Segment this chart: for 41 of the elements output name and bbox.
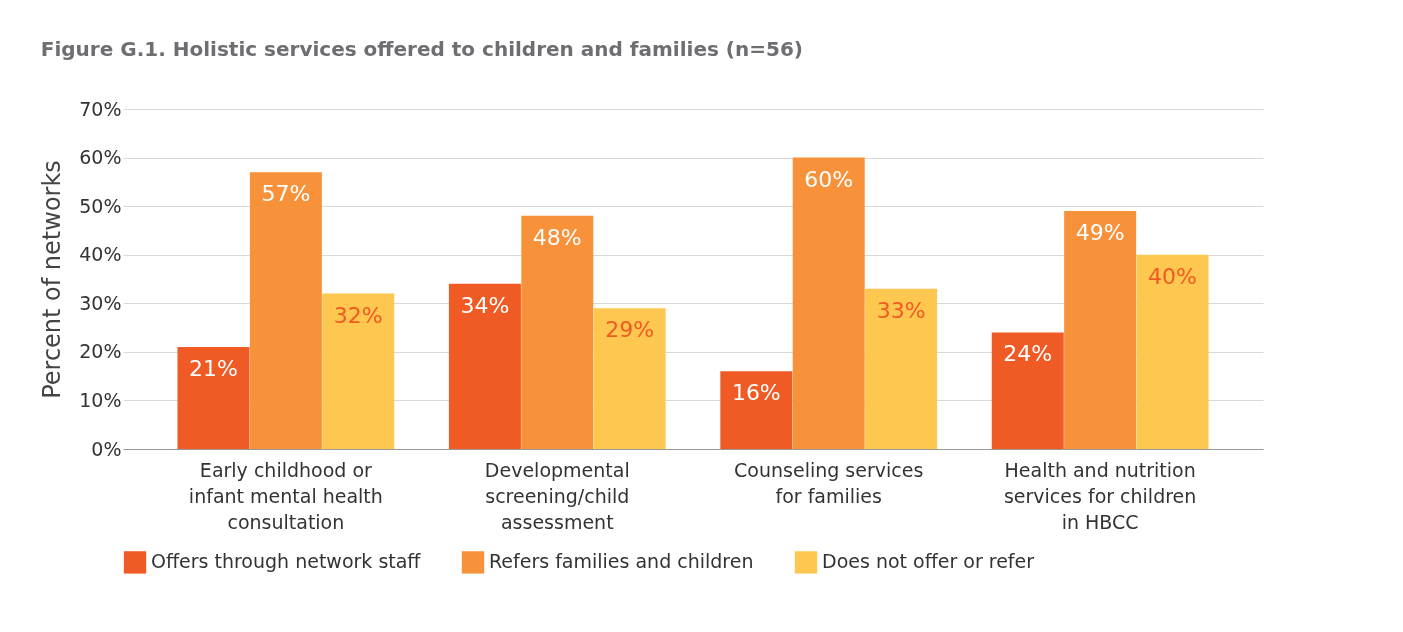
x-tick-label: Developmental screening/child assessment <box>484 458 630 533</box>
data-label: 40% <box>1148 263 1197 289</box>
data-label: 49% <box>1075 220 1125 245</box>
chart-title: Figure G.1. Holistic services offered to children and families (n=56) <box>40 37 803 61</box>
data-label: 48% <box>532 224 582 250</box>
bar <box>865 288 938 449</box>
bar <box>521 215 594 449</box>
bar <box>322 293 395 449</box>
y-tick-label: 20% <box>79 340 122 363</box>
y-tick-label: 30% <box>79 291 122 314</box>
y-axis-title: Percent of networks <box>38 160 67 399</box>
bar <box>991 332 1064 449</box>
data-label: 57% <box>261 181 311 207</box>
bar <box>792 157 865 449</box>
data-label: 29% <box>605 317 655 343</box>
data-label: 21% <box>189 356 238 381</box>
bar <box>720 371 793 449</box>
y-tick-label: 10% <box>79 388 122 411</box>
bar <box>593 308 666 449</box>
x-tick-label: Counseling services for families <box>734 458 924 507</box>
x-tick-label: Health and nutrition services for children in HBCC <box>1003 458 1197 533</box>
legend-label: Does not offer or refer <box>822 550 1035 573</box>
data-label: 33% <box>876 297 926 323</box>
bar <box>448 283 521 449</box>
y-tick-label: 40% <box>79 243 122 266</box>
x-tick-label: Early childhood or infant mental health consultation <box>188 458 383 533</box>
data-label: 24% <box>1003 341 1053 367</box>
data-label: 16% <box>731 380 781 406</box>
legend-label: Offers through network staff <box>151 550 422 573</box>
bar <box>1136 254 1209 449</box>
y-tick-label: 50% <box>79 194 122 217</box>
bar <box>1064 211 1137 449</box>
y-tick-label: 70% <box>79 97 122 120</box>
y-tick-label: 0% <box>91 437 122 460</box>
data-label: 34% <box>460 292 510 318</box>
data-label: 32% <box>333 302 383 328</box>
data-label: 60% <box>804 166 854 192</box>
bar <box>249 172 322 449</box>
y-tick-label: 60% <box>79 146 122 169</box>
bar <box>177 347 250 449</box>
legend-label: Refers families and children <box>489 550 754 573</box>
